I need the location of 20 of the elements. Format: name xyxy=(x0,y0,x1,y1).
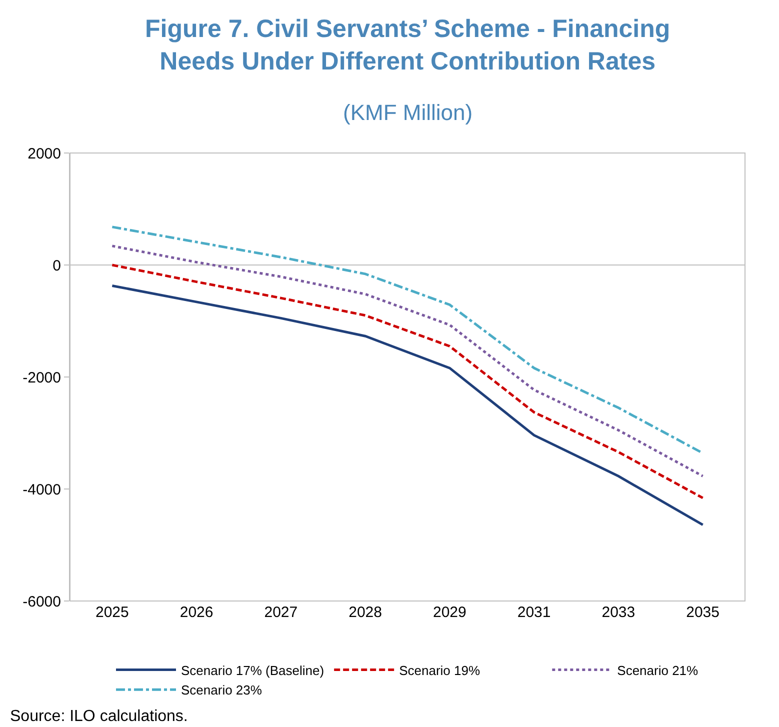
x-tick-label: 2035 xyxy=(686,604,720,621)
x-tick-label: 2029 xyxy=(433,604,466,621)
y-tick-label: 0 xyxy=(52,257,61,274)
legend-label: Scenario 17% (Baseline) xyxy=(181,662,324,678)
y-tick-label: 2000 xyxy=(28,145,61,162)
y-tick-label: -6000 xyxy=(22,593,61,610)
legend-label: Scenario 19% xyxy=(399,662,480,678)
y-tick-label: -2000 xyxy=(22,369,61,386)
legend-label: Scenario 23% xyxy=(181,682,262,698)
x-tick-label: 2027 xyxy=(264,604,298,621)
chart-subtitle: (KMF Million) xyxy=(343,100,473,125)
x-tick-label: 2026 xyxy=(180,604,214,621)
x-tick-label: 2028 xyxy=(348,604,382,621)
y-tick-label: -4000 xyxy=(22,481,61,498)
x-tick-label: 2031 xyxy=(517,604,551,621)
source-note: Source: ILO calculations. xyxy=(10,708,188,725)
x-tick-label: 2025 xyxy=(96,604,129,621)
x-tick-label: 2033 xyxy=(602,604,636,621)
chart-title: Figure 7. Civil Servants’ Scheme - Financing Needs Under Different Contribution Rates xyxy=(145,15,670,76)
legend-label: Scenario 21% xyxy=(617,662,699,678)
